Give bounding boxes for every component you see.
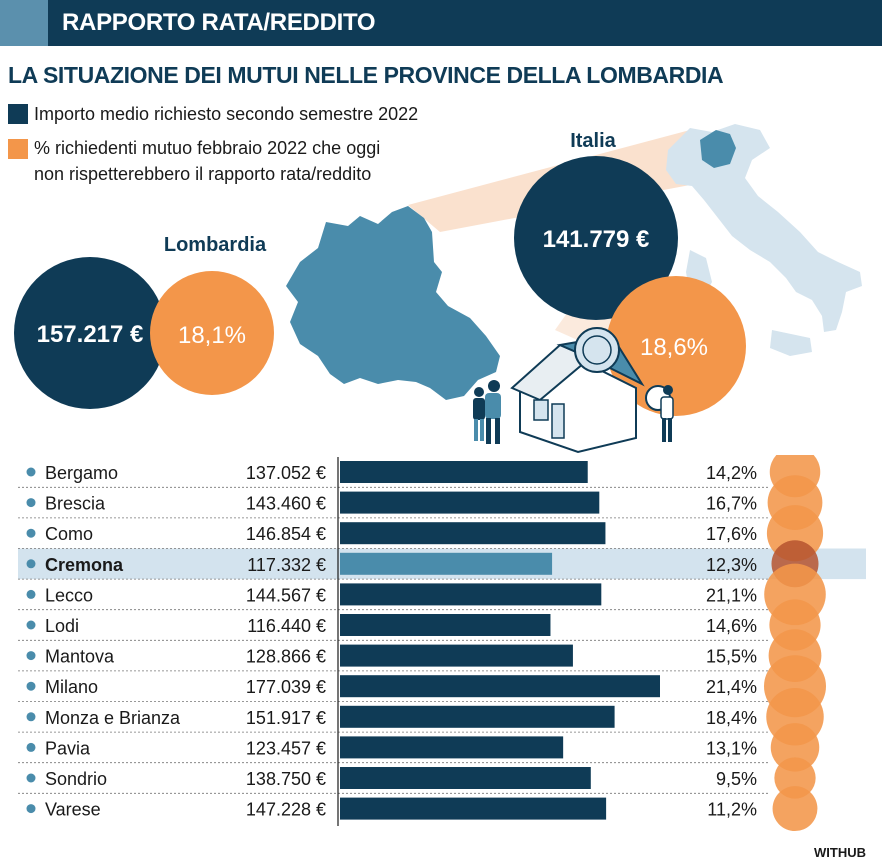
legend-label-percent-1: % richiedenti mutuo febbraio 2022 che og… bbox=[34, 138, 381, 158]
amount-label: 147.228 € bbox=[246, 800, 326, 820]
italy-lombardy-highlight bbox=[700, 130, 736, 168]
amount-label: 137.052 € bbox=[246, 463, 326, 483]
province-bullet-icon bbox=[26, 773, 36, 783]
lombardia-label: Lombardia bbox=[164, 234, 267, 256]
percent-bubble bbox=[772, 786, 818, 832]
percent-label: 17,6% bbox=[706, 524, 757, 544]
percent-label: 12,3% bbox=[706, 555, 757, 575]
province-name: Varese bbox=[45, 800, 101, 820]
italia-amount-circle bbox=[514, 156, 678, 320]
amount-label: 146.854 € bbox=[246, 524, 326, 544]
province-bullet-icon bbox=[26, 498, 36, 508]
couple-figure-icon bbox=[473, 380, 501, 444]
coin-icon bbox=[574, 327, 620, 373]
percent-label: 14,6% bbox=[706, 616, 757, 636]
amount-bar bbox=[340, 614, 551, 636]
province-name: Pavia bbox=[45, 738, 91, 758]
province-bullet-icon bbox=[26, 528, 36, 538]
legend-swatch-amount bbox=[8, 104, 28, 124]
province-name: Cremona bbox=[45, 555, 124, 575]
italy-map-icon bbox=[666, 124, 862, 356]
italia-label: Italia bbox=[570, 130, 616, 152]
amount-label: 138.750 € bbox=[246, 769, 326, 789]
lombardia-amount-circle bbox=[14, 257, 166, 409]
main-title: LA SITUAZIONE DEI MUTUI NELLE PROVINCE D… bbox=[8, 62, 724, 88]
amount-label: 123.457 € bbox=[246, 738, 326, 758]
province-name: Brescia bbox=[45, 494, 106, 514]
italia-amount: 141.779 € bbox=[543, 226, 650, 253]
amount-bar bbox=[340, 461, 588, 483]
amount-label: 144.567 € bbox=[246, 585, 326, 605]
header-title: RAPPORTO RATA/REDDITO bbox=[62, 9, 376, 36]
amount-label: 151.917 € bbox=[246, 708, 326, 728]
lombardia-percent-circle bbox=[150, 271, 274, 395]
province-name: Como bbox=[45, 524, 93, 544]
percent-label: 13,1% bbox=[706, 738, 757, 758]
header-accent bbox=[0, 0, 48, 46]
amount-bar bbox=[340, 552, 553, 575]
province-name: Bergamo bbox=[45, 463, 118, 483]
overview-illustration: 157.217 € 18,1% Lombardia 141.779 € 18,6… bbox=[14, 124, 862, 454]
amount-label: 117.332 € bbox=[247, 555, 326, 575]
province-bullet-icon bbox=[26, 651, 36, 661]
province-bullet-icon bbox=[26, 620, 36, 630]
province-bullet-icon bbox=[26, 804, 36, 814]
amount-label: 116.440 € bbox=[247, 616, 326, 636]
lombardia-amount: 157.217 € bbox=[37, 321, 144, 348]
amount-bar bbox=[340, 644, 573, 667]
province-name: Milano bbox=[45, 677, 98, 697]
lombardy-map-icon bbox=[286, 206, 500, 400]
amount-label: 177.039 € bbox=[246, 677, 326, 697]
amount-label: 128.866 € bbox=[246, 647, 326, 667]
person-with-coin-icon bbox=[645, 385, 674, 442]
percent-bubble bbox=[774, 757, 816, 799]
province-bullet-icon bbox=[26, 712, 36, 722]
province-bullet-icon bbox=[26, 589, 36, 599]
amount-bar bbox=[340, 736, 564, 759]
percent-label: 21,4% bbox=[706, 677, 757, 697]
source-credit: WITHUB bbox=[814, 845, 866, 860]
province-bullet-icon bbox=[26, 559, 36, 569]
amount-bar bbox=[340, 583, 602, 606]
percent-label: 16,7% bbox=[706, 494, 757, 514]
lombardia-percent: 18,1% bbox=[178, 322, 246, 349]
province-bullet-icon bbox=[26, 681, 36, 691]
province-name: Lodi bbox=[45, 616, 79, 636]
legend-swatch-percent bbox=[8, 139, 28, 159]
amount-label: 143.460 € bbox=[246, 494, 326, 514]
percent-label: 9,5% bbox=[716, 769, 757, 789]
province-name: Lecco bbox=[45, 585, 93, 605]
legend-label-percent-2: non rispetterebbero il rapporto rata/red… bbox=[34, 164, 372, 184]
legend-label-amount: Importo medio richiesto secondo semestre… bbox=[34, 104, 419, 124]
province-bullet-icon bbox=[26, 742, 36, 752]
province-bullet-icon bbox=[26, 467, 36, 477]
percent-bubble bbox=[770, 723, 820, 772]
province-name: Sondrio bbox=[45, 769, 107, 789]
province-chart: Bergamo 137.052 € 14,2% Brescia 143.460 € 16,… bbox=[18, 455, 866, 832]
province-name: Mantova bbox=[45, 647, 115, 667]
amount-bar bbox=[340, 797, 607, 820]
amount-bar bbox=[340, 767, 591, 789]
amount-bar bbox=[340, 675, 660, 698]
header-bar bbox=[48, 0, 882, 46]
percent-label: 15,5% bbox=[706, 647, 757, 667]
percent-label: 21,1% bbox=[706, 585, 757, 605]
percent-label: 11,2% bbox=[707, 800, 757, 820]
percent-label: 14,2% bbox=[706, 463, 757, 483]
italia-percent: 18,6% bbox=[640, 334, 708, 361]
amount-bar bbox=[340, 522, 606, 545]
amount-bar bbox=[340, 491, 600, 514]
amount-bar bbox=[340, 705, 615, 728]
province-name: Monza e Brianza bbox=[45, 708, 181, 728]
percent-label: 18,4% bbox=[706, 708, 757, 728]
